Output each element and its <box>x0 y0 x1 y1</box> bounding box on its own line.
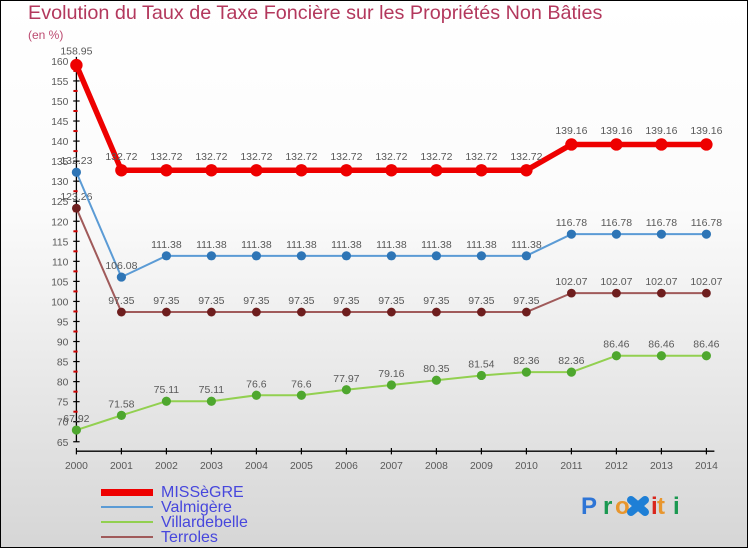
svg-text:o: o <box>615 493 630 520</box>
svg-text:111.38: 111.38 <box>511 239 542 251</box>
svg-text:77.97: 77.97 <box>333 373 359 385</box>
svg-text:120: 120 <box>51 217 68 228</box>
svg-text:76.6: 76.6 <box>291 378 312 390</box>
svg-text:132.72: 132.72 <box>375 151 407 163</box>
svg-text:111.38: 111.38 <box>151 239 182 251</box>
svg-text:132.72: 132.72 <box>240 151 272 163</box>
svg-text:145: 145 <box>51 117 68 128</box>
svg-text:132.72: 132.72 <box>465 151 497 163</box>
svg-text:r: r <box>603 493 612 520</box>
svg-text:110: 110 <box>52 257 69 268</box>
svg-text:81.54: 81.54 <box>468 358 494 370</box>
svg-text:102.07: 102.07 <box>600 276 632 288</box>
svg-text:139.16: 139.16 <box>600 125 632 137</box>
svg-text:2003: 2003 <box>200 461 223 472</box>
svg-text:139.16: 139.16 <box>690 125 722 137</box>
svg-text:86.46: 86.46 <box>693 339 719 351</box>
svg-text:160: 160 <box>51 57 68 68</box>
svg-text:106.08: 106.08 <box>105 260 137 272</box>
svg-text:139.16: 139.16 <box>555 125 587 137</box>
svg-text:158.95: 158.95 <box>60 46 92 58</box>
svg-text:140: 140 <box>51 137 68 148</box>
svg-text:i: i <box>673 493 680 520</box>
svg-text:2008: 2008 <box>425 461 448 472</box>
svg-text:111.38: 111.38 <box>286 239 317 251</box>
svg-text:132.72: 132.72 <box>330 151 362 163</box>
svg-text:75.11: 75.11 <box>199 384 225 396</box>
svg-text:105: 105 <box>51 277 68 288</box>
svg-text:139.16: 139.16 <box>645 125 677 137</box>
svg-text:111.38: 111.38 <box>331 239 362 251</box>
svg-text:t: t <box>657 493 665 520</box>
svg-text:116.78: 116.78 <box>556 217 587 229</box>
svg-text:97.35: 97.35 <box>288 295 314 307</box>
svg-text:80: 80 <box>57 378 69 389</box>
svg-text:2014: 2014 <box>695 461 718 472</box>
svg-text:116.78: 116.78 <box>691 217 722 229</box>
svg-text:97.35: 97.35 <box>468 295 494 307</box>
svg-text:132.72: 132.72 <box>150 151 182 163</box>
svg-text:111.38: 111.38 <box>241 239 272 251</box>
svg-text:65: 65 <box>57 438 69 449</box>
svg-text:85: 85 <box>57 358 69 369</box>
svg-text:75: 75 <box>57 398 69 409</box>
svg-text:132.23: 132.23 <box>60 155 92 167</box>
svg-text:76.6: 76.6 <box>246 378 267 390</box>
svg-text:97.35: 97.35 <box>153 295 179 307</box>
svg-text:97.35: 97.35 <box>378 295 404 307</box>
svg-text:97.35: 97.35 <box>198 295 224 307</box>
svg-text:79.16: 79.16 <box>378 368 404 380</box>
svg-text:97.35: 97.35 <box>513 295 539 307</box>
svg-text:75.11: 75.11 <box>154 384 180 396</box>
svg-text:102.07: 102.07 <box>555 276 587 288</box>
svg-text:95: 95 <box>57 317 69 328</box>
svg-text:155: 155 <box>51 77 68 88</box>
svg-text:116.78: 116.78 <box>646 217 677 229</box>
svg-text:111.38: 111.38 <box>421 239 452 251</box>
svg-text:2011: 2011 <box>560 461 582 472</box>
svg-text:2004: 2004 <box>245 461 268 472</box>
svg-text:100: 100 <box>51 297 68 308</box>
svg-text:115: 115 <box>52 237 69 248</box>
svg-text:97.35: 97.35 <box>108 295 134 307</box>
svg-text:2000: 2000 <box>65 461 88 472</box>
svg-text:2001: 2001 <box>110 461 133 472</box>
svg-text:150: 150 <box>51 97 68 108</box>
svg-text:132.72: 132.72 <box>420 151 452 163</box>
svg-text:2005: 2005 <box>290 461 313 472</box>
svg-text:2007: 2007 <box>380 461 403 472</box>
svg-text:2006: 2006 <box>335 461 358 472</box>
svg-text:82.36: 82.36 <box>513 355 539 367</box>
svg-text:2012: 2012 <box>605 461 628 472</box>
svg-text:71.58: 71.58 <box>108 398 134 410</box>
svg-text:116.78: 116.78 <box>601 217 632 229</box>
svg-text:132.72: 132.72 <box>510 151 542 163</box>
svg-text:2010: 2010 <box>515 461 538 472</box>
svg-text:132.72: 132.72 <box>195 151 227 163</box>
svg-text:132.72: 132.72 <box>285 151 317 163</box>
svg-text:102.07: 102.07 <box>645 276 677 288</box>
svg-text:102.07: 102.07 <box>690 276 722 288</box>
svg-text:132.72: 132.72 <box>105 151 137 163</box>
svg-text:82.36: 82.36 <box>558 355 584 367</box>
svg-text:80.35: 80.35 <box>423 363 449 375</box>
svg-text:111.38: 111.38 <box>196 239 227 251</box>
svg-text:130: 130 <box>51 177 68 188</box>
svg-text:97.35: 97.35 <box>333 295 359 307</box>
svg-text:97.35: 97.35 <box>423 295 449 307</box>
svg-text:2013: 2013 <box>650 461 673 472</box>
svg-text:2009: 2009 <box>470 461 493 472</box>
svg-text:90: 90 <box>57 338 69 349</box>
svg-text:86.46: 86.46 <box>603 339 629 351</box>
svg-text:P: P <box>581 493 597 520</box>
svg-text:111.38: 111.38 <box>376 239 407 251</box>
svg-text:67.92: 67.92 <box>63 413 89 425</box>
svg-text:111.38: 111.38 <box>466 239 497 251</box>
svg-text:86.46: 86.46 <box>648 339 674 351</box>
svg-text:97.35: 97.35 <box>243 295 269 307</box>
svg-text:2002: 2002 <box>155 461 178 472</box>
